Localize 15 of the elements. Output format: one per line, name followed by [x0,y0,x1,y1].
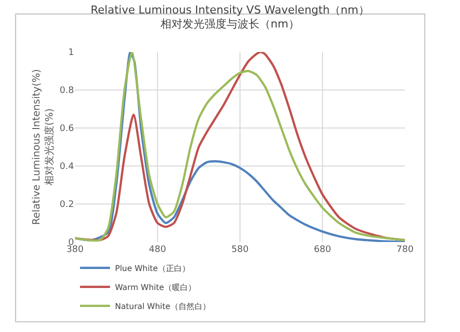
y-tick-label: 0.2 [60,200,74,210]
y-axis-title: Relative Luminous Intensity(%) 相对发光强度(%) [32,69,56,225]
y-tick-label: 0.4 [60,162,74,172]
x-tick-label: 580 [231,245,249,255]
legend-label: Warm White（暖白） [115,283,196,292]
y-tick-label: 1 [68,48,74,58]
y-tick-label: 0.6 [60,124,74,134]
legend-label: Natural White（自然白） [115,302,210,312]
legend-label: Plue White（正白） [115,264,190,274]
chart-title: Relative Luminous Intensity VS Wavelength（nm） [90,3,370,16]
x-tick-label: 780 [396,245,414,255]
chart-subtitle: 相对发光强度与波长（nm） [160,18,300,31]
x-tick-label: 680 [314,245,332,255]
x-tick-label: 480 [148,245,166,255]
y-tick-label: 0.8 [60,86,74,96]
